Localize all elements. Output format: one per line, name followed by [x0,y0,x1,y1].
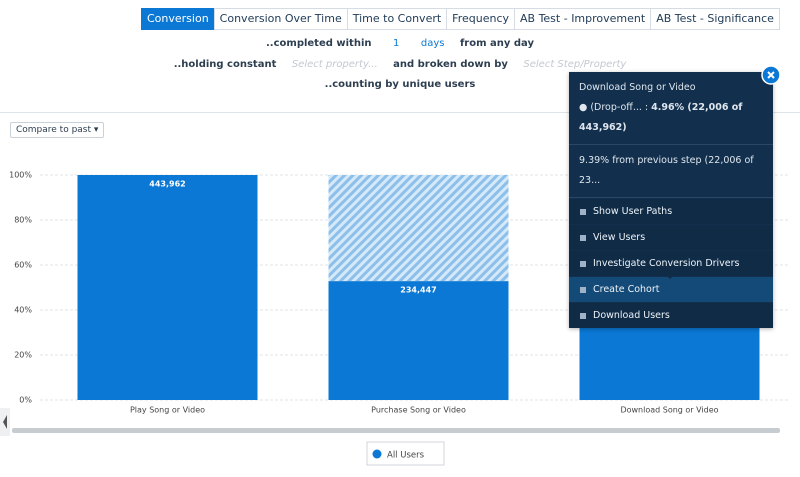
unit-select[interactable]: days [421,38,445,49]
dropoff-bar [329,175,509,281]
legend-swatch [373,450,382,459]
tooltip: Download Song or Video ● (Drop-off... : … [569,72,773,328]
scrollbar[interactable] [12,428,780,433]
tooltip-title: Download Song or Video [579,78,763,98]
settings-row: ..completed within 1 days from any day [0,38,800,49]
tooltip-header: Download Song or Video ● (Drop-off... : … [569,72,773,145]
tab[interactable]: AB Test - Improvement [514,8,651,30]
close-button[interactable] [761,65,781,85]
x-tick-label: Play Song or Video [130,406,205,415]
tabs: ConversionConversion Over TimeTime to Co… [142,8,780,30]
compare-button[interactable]: Compare to past ▾ [10,122,104,138]
bar-label: 443,962 [149,180,185,189]
settings-row: ..holding constant Select property... an… [0,59,800,70]
y-tick-label: 100% [9,171,32,180]
y-tick-label: 0% [19,396,32,405]
bar [329,281,509,400]
label: ..holding constant [174,59,277,70]
tab[interactable]: Conversion Over Time [214,8,348,30]
value-input[interactable]: 1 [393,38,399,49]
label: from any day [460,38,534,49]
tooltip-dropoff: ● (Drop-off... : 4.96% (22,006 of 443,96… [579,98,763,138]
text: (Drop-off... : [590,102,648,113]
x-tick-label: Purchase Song or Video [371,406,466,415]
menu-item[interactable]: Download Users [569,302,773,328]
label: ..completed within [266,38,372,49]
tab[interactable]: AB Test - Significance [650,8,780,30]
tab[interactable]: Conversion [141,8,215,30]
legend-label: All Users [387,451,425,461]
bar [78,175,258,400]
y-tick-label: 40% [14,306,32,315]
tooltip-previous: 9.39% from previous step (22,006 of 23..… [569,145,773,198]
button-label: Compare to past [16,125,91,135]
y-tick-label: 20% [14,351,32,360]
tab[interactable]: Time to Convert [347,8,447,30]
text: 9.39% from previous step (22,006 of 23..… [579,155,754,186]
step-select[interactable]: Select Step/Property [523,59,626,70]
tab[interactable]: Frequency [446,8,515,30]
tooltip-menu: Show User PathsView UsersInvestigate Con… [569,198,773,328]
menu-item[interactable]: View Users [569,224,773,250]
property-select[interactable]: Select property... [292,59,378,70]
menu-item[interactable]: Create Cohort [569,276,773,302]
bar-label: 234,447 [400,286,436,295]
y-tick-label: 60% [14,261,32,270]
x-tick-label: Download Song or Video [620,406,718,415]
menu-item[interactable]: Show User Paths [569,198,773,224]
label: ..counting by unique users [325,79,476,90]
y-tick-label: 80% [14,216,32,225]
label: and broken down by [393,59,508,70]
tooltip-arrow [662,271,678,279]
